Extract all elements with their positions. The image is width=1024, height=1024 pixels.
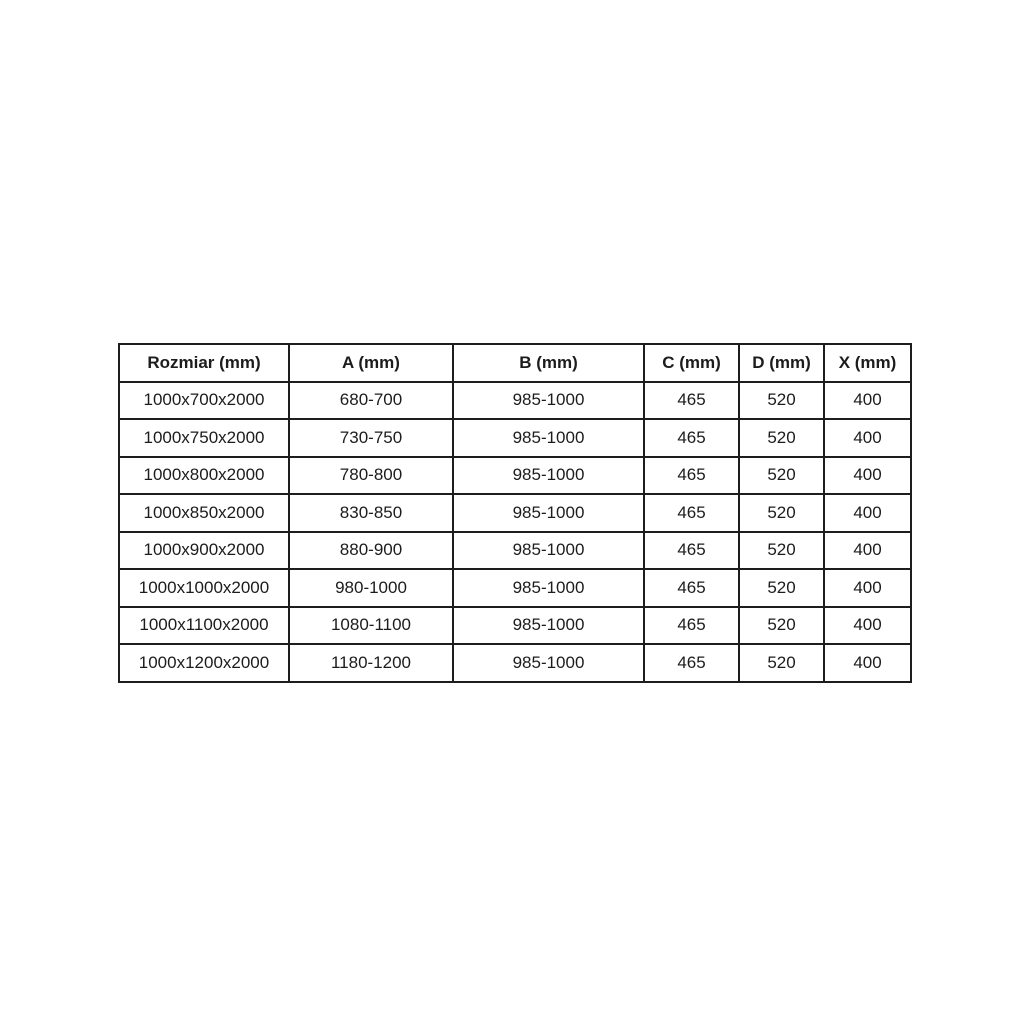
table-cell: 520 xyxy=(738,380,825,420)
table-cell: 1000x1000x2000 xyxy=(118,568,290,608)
table-cell: 985-1000 xyxy=(452,380,645,420)
spec-table-header: Rozmiar (mm) A (mm) B (mm) C (mm) D (mm) X (m… xyxy=(118,343,912,383)
table-cell: 520 xyxy=(738,530,825,570)
header-cell: D (mm) xyxy=(738,343,825,383)
table-cell: 985-1000 xyxy=(452,605,645,645)
table-cell: 1080-1100 xyxy=(288,605,454,645)
table-cell: 465 xyxy=(643,380,740,420)
table-cell: 1000x900x2000 xyxy=(118,530,290,570)
table-cell: 400 xyxy=(823,568,912,608)
table-cell: 400 xyxy=(823,493,912,533)
table-cell: 985-1000 xyxy=(452,643,645,683)
table-cell: 985-1000 xyxy=(452,568,645,608)
table-cell: 400 xyxy=(823,418,912,458)
table-cell: 465 xyxy=(643,530,740,570)
table-row: 1000x1000x2000 980-1000 985-1000 465 520 400 xyxy=(118,568,912,608)
table-cell: 1000x850x2000 xyxy=(118,493,290,533)
table-row: 1000x700x2000 680-700 985-1000 465 520 400 xyxy=(118,380,912,420)
table-cell: 465 xyxy=(643,455,740,495)
header-row: Rozmiar (mm) A (mm) B (mm) C (mm) D (mm) X (m… xyxy=(118,343,912,383)
table-row: 1000x1200x2000 1180-1200 985-1000 465 520 400 xyxy=(118,643,912,683)
table-row: 1000x850x2000 830-850 985-1000 465 520 400 xyxy=(118,493,912,533)
table-cell: 980-1000 xyxy=(288,568,454,608)
table-cell: 520 xyxy=(738,493,825,533)
table-cell: 985-1000 xyxy=(452,493,645,533)
table-cell: 465 xyxy=(643,605,740,645)
table-cell: 1000x700x2000 xyxy=(118,380,290,420)
table-cell: 985-1000 xyxy=(452,455,645,495)
table-cell: 1180-1200 xyxy=(288,643,454,683)
table-cell: 985-1000 xyxy=(452,530,645,570)
table-cell: 400 xyxy=(823,455,912,495)
table-cell: 400 xyxy=(823,605,912,645)
header-cell: Rozmiar (mm) xyxy=(118,343,290,383)
table-cell: 465 xyxy=(643,568,740,608)
table-cell: 520 xyxy=(738,605,825,645)
table-cell: 780-800 xyxy=(288,455,454,495)
table-cell: 520 xyxy=(738,418,825,458)
table-cell: 520 xyxy=(738,643,825,683)
table-row: 1000x900x2000 880-900 985-1000 465 520 400 xyxy=(118,530,912,570)
table-cell: 465 xyxy=(643,643,740,683)
table-cell: 1000x1200x2000 xyxy=(118,643,290,683)
header-cell: A (mm) xyxy=(288,343,454,383)
table-cell: 730-750 xyxy=(288,418,454,458)
table-row: 1000x750x2000 730-750 985-1000 465 520 400 xyxy=(118,418,912,458)
table-cell: 1000x750x2000 xyxy=(118,418,290,458)
table-row: 1000x800x2000 780-800 985-1000 465 520 400 xyxy=(118,455,912,495)
table-cell: 520 xyxy=(738,455,825,495)
header-cell: C (mm) xyxy=(643,343,740,383)
table-cell: 830-850 xyxy=(288,493,454,533)
table-row: 1000x1100x2000 1080-1100 985-1000 465 520 400 xyxy=(118,605,912,645)
spec-table: Rozmiar (mm) A (mm) B (mm) C (mm) D (mm) X (m… xyxy=(118,343,912,683)
table-cell: 465 xyxy=(643,493,740,533)
table-cell: 400 xyxy=(823,643,912,683)
table-cell: 1000x1100x2000 xyxy=(118,605,290,645)
table-cell: 680-700 xyxy=(288,380,454,420)
table-cell: 1000x800x2000 xyxy=(118,455,290,495)
table-cell: 400 xyxy=(823,530,912,570)
header-cell: B (mm) xyxy=(452,343,645,383)
table-cell: 465 xyxy=(643,418,740,458)
header-cell: X (mm) xyxy=(823,343,912,383)
table-cell: 400 xyxy=(823,380,912,420)
table-cell: 520 xyxy=(738,568,825,608)
table-cell: 880-900 xyxy=(288,530,454,570)
spec-table-body: 1000x700x2000 680-700 985-1000 465 520 400 100… xyxy=(118,380,912,683)
table-cell: 985-1000 xyxy=(452,418,645,458)
